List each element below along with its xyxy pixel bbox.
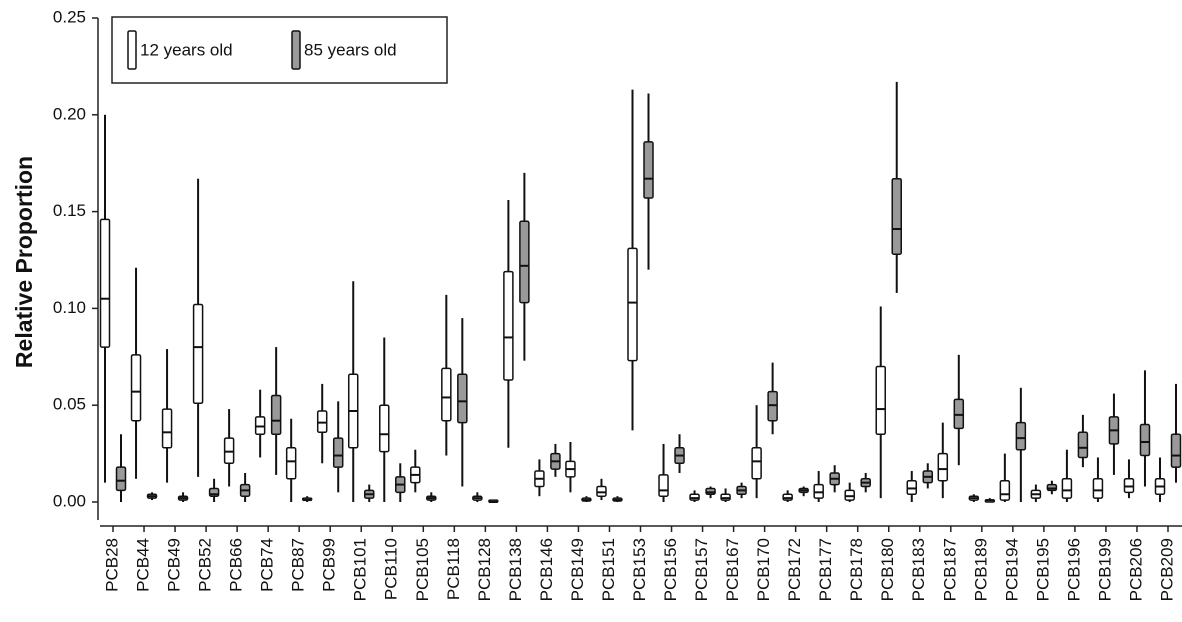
x-tick-label: PCB206 <box>1126 538 1145 601</box>
x-tick-label: PCB138 <box>506 538 525 601</box>
x-tick-label: PCB195 <box>1033 538 1052 601</box>
x-tick-label: PCB177 <box>816 538 835 601</box>
x-tick-label: PCB170 <box>754 538 773 601</box>
legend-label: 12 years old <box>140 40 233 59</box>
y-tick-label: 0.00 <box>53 491 86 510</box>
box <box>937 452 949 482</box>
x-tick-label: PCB87 <box>289 538 308 592</box>
x-tick-label: PCB149 <box>568 538 587 601</box>
x-tick-label: PCB74 <box>258 538 277 592</box>
x-tick-label: PCB189 <box>971 538 990 601</box>
x-tick-label: PCB118 <box>444 538 463 600</box>
box <box>457 373 468 424</box>
x-tick-label: PCB128 <box>475 538 494 601</box>
x-tick-label: PCB153 <box>630 538 649 601</box>
x-tick-label: PCB28 <box>102 538 121 592</box>
box <box>161 408 173 449</box>
y-tick-label: 0.20 <box>53 104 86 123</box>
box <box>519 220 530 304</box>
legend-label: 85 years old <box>304 40 397 59</box>
box <box>1139 423 1151 457</box>
legend-swatch <box>127 30 137 70</box>
box <box>379 404 390 453</box>
x-tick-label: PCB194 <box>1002 538 1021 601</box>
box <box>503 270 514 381</box>
box <box>99 218 111 348</box>
box <box>441 367 452 422</box>
box <box>332 437 344 468</box>
x-tick-label: PCB187 <box>940 538 959 601</box>
box <box>130 354 142 422</box>
x-tick-label: PCB105 <box>413 538 432 601</box>
x-tick-label: PCB66 <box>227 538 246 592</box>
x-tick-label: PCB178 <box>847 538 866 601</box>
box <box>999 479 1011 501</box>
y-tick-label: 0.05 <box>53 395 86 414</box>
x-tick-label: PCB49 <box>165 538 184 592</box>
x-tick-label: PCB196 <box>1064 538 1083 601</box>
box <box>1061 478 1073 499</box>
y-axis-label: Relative Proportion <box>11 156 37 368</box>
box <box>1077 431 1089 459</box>
x-tick-label: PCB52 <box>196 538 215 592</box>
box <box>115 466 127 492</box>
x-tick-label: PCB44 <box>134 538 153 592</box>
x-tick-label: PCB146 <box>537 538 556 601</box>
x-tick-label: PCB156 <box>661 538 680 601</box>
x-tick-label: PCB157 <box>692 538 711 601</box>
box <box>1015 421 1027 451</box>
box <box>627 247 638 362</box>
legend-swatch <box>291 30 301 70</box>
box <box>891 177 902 255</box>
x-tick-label: PCB183 <box>909 538 928 601</box>
x-tick-label: PCB167 <box>723 538 742 601</box>
x-tick-label: PCB172 <box>785 538 804 601</box>
box <box>1170 433 1182 468</box>
box <box>192 303 204 405</box>
x-tick-label: PCB209 <box>1157 538 1176 601</box>
y-tick-label: 0.10 <box>53 298 86 317</box>
legend-box <box>111 16 448 84</box>
box <box>1092 478 1104 499</box>
box <box>643 141 654 199</box>
box <box>875 365 886 435</box>
x-tick-label: PCB180 <box>878 538 897 601</box>
box <box>658 474 669 497</box>
y-tick-label: 0.15 <box>53 201 86 220</box>
x-tick-label: PCB110 <box>382 538 401 600</box>
x-tick-label: PCB151 <box>599 538 618 601</box>
box <box>285 447 297 480</box>
x-tick-label: PCB199 <box>1095 538 1114 601</box>
box <box>751 447 762 480</box>
x-tick-label: PCB101 <box>351 538 370 601</box>
y-tick-label: 0.25 <box>53 7 86 26</box>
x-tick-label: PCB99 <box>320 538 339 592</box>
box <box>270 394 282 435</box>
